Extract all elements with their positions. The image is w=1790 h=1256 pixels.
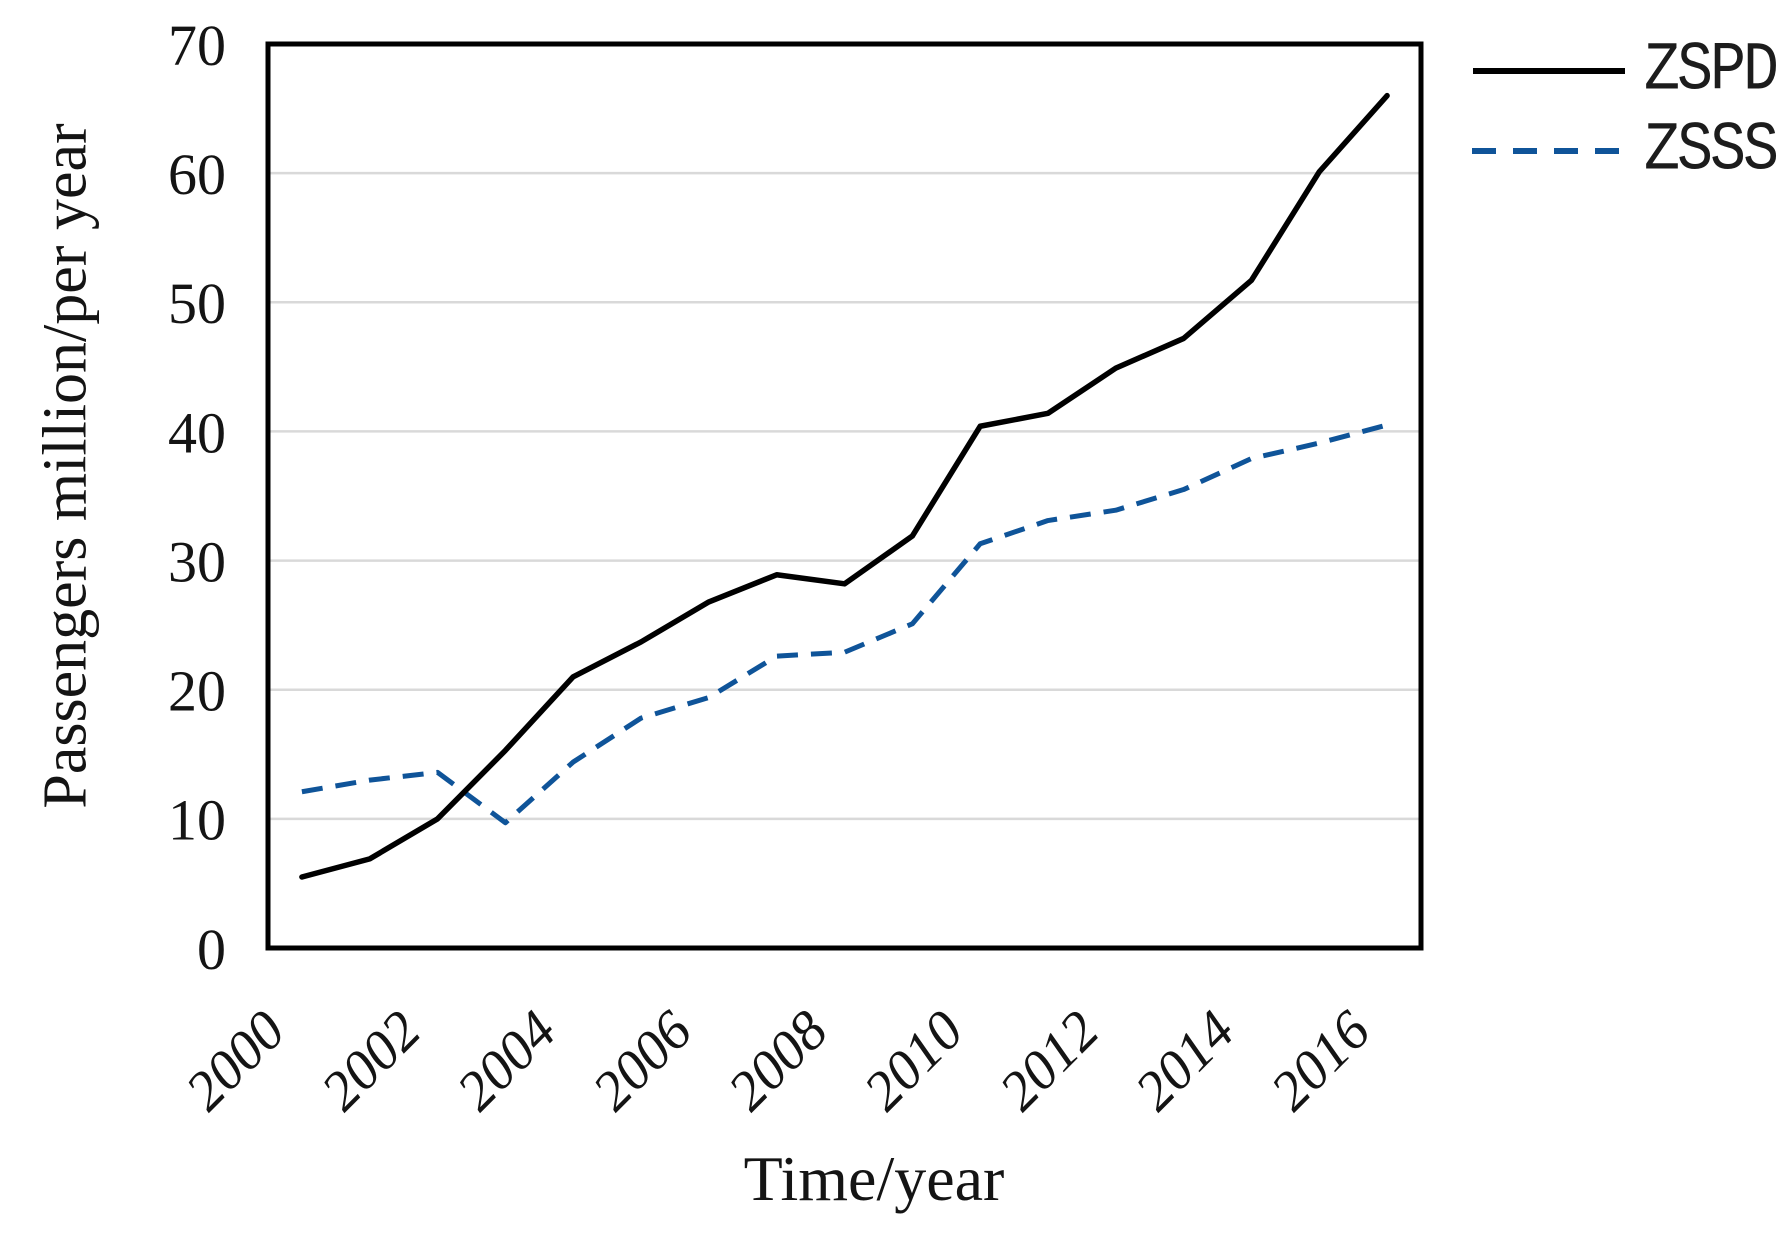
x-tick-label: 2016 xyxy=(1259,999,1382,1122)
y-tick-label: 40 xyxy=(168,400,226,465)
x-tick-label: 2014 xyxy=(1124,999,1247,1122)
zsss-dashed-line-swatch xyxy=(1472,148,1626,154)
y-tick-label: 20 xyxy=(168,659,226,724)
plot-frame xyxy=(265,41,1424,951)
legend-label-zspd: ZSPD xyxy=(1644,31,1779,111)
y-tick-label: 0 xyxy=(197,917,226,982)
x-tick-label: 2012 xyxy=(988,999,1111,1122)
legend: ZSPD ZSSS xyxy=(1470,32,1779,196)
zspd-solid-line-swatch xyxy=(1473,68,1625,74)
x-tick-label: 2002 xyxy=(310,999,433,1122)
x-tick-label: 2004 xyxy=(445,999,568,1122)
zsss-line xyxy=(301,422,1388,826)
x-tick-label: 2010 xyxy=(852,999,975,1122)
y-tick-label: 50 xyxy=(168,271,226,336)
y-axis-title: Passengers million/per year xyxy=(31,123,100,809)
legend-label-zsss: ZSSS xyxy=(1644,111,1779,191)
y-tick-label: 70 xyxy=(168,13,226,78)
x-tick-label: 2008 xyxy=(717,999,840,1122)
y-tick-label: 30 xyxy=(168,529,226,594)
legend-item-zspd: ZSPD xyxy=(1470,32,1779,110)
x-tick-label: 2006 xyxy=(581,999,704,1122)
legend-item-zsss: ZSSS xyxy=(1470,112,1779,190)
y-tick-label: 60 xyxy=(168,142,226,207)
y-tick-label: 10 xyxy=(168,788,226,853)
zspd-line xyxy=(299,92,1390,880)
x-tick-label: 2000 xyxy=(174,999,297,1122)
x-axis-title: Time/year xyxy=(743,1143,1005,1214)
